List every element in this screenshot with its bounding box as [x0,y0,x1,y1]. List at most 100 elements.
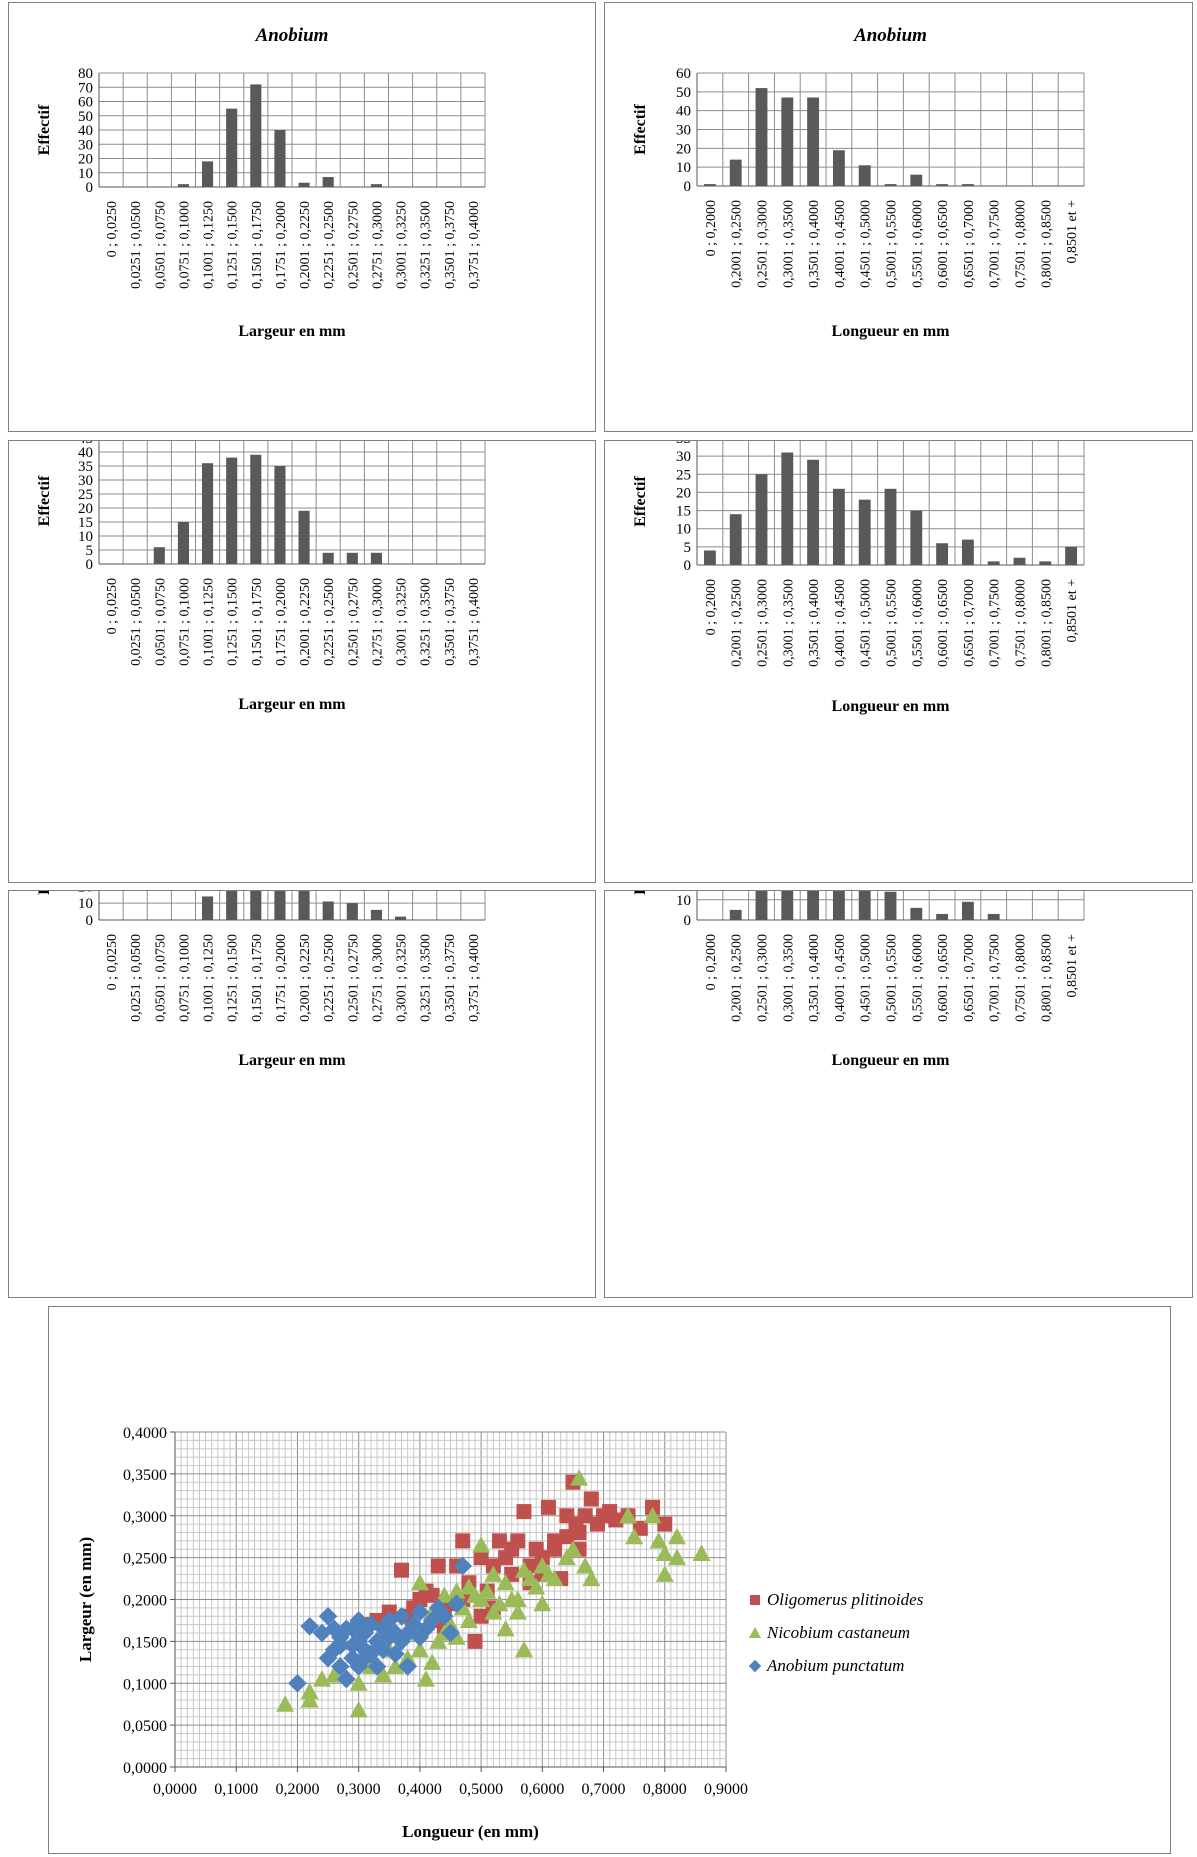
x-tick-label: 0,7501 ; 0,8000 [1014,200,1029,288]
x-tick-label: 0,3501 ; 0,4000 [807,200,822,288]
gridlines [98,437,486,565]
y-tick-label: 0 [86,913,94,929]
x-tick-label: 0,8000 [643,1781,687,1798]
x-tick-label: 0,2001 ; 0,2250 [298,934,313,1022]
x-tick-label: 0,3251 ; 0,3500 [419,934,434,1022]
y-axis-title: Effectif [36,891,53,895]
y-tick-label: 0,2500 [123,1551,167,1568]
data-point [491,1533,507,1549]
y-tick-label: 10 [78,896,93,912]
histogram-bar [781,97,794,186]
data-point [467,1633,483,1649]
histogram-bar [807,459,820,565]
histogram-bar [202,463,214,564]
x-tick-label: 0,7001 ; 0,7500 [988,200,1003,288]
histogram-panel-oligomerus-width: Oligomerus01020304050600 ; 0,02500,0251 … [8,771,596,1298]
x-axis-title: Longueur en mm [832,698,951,715]
data-point [429,1632,448,1649]
x-tick-label: 0,5001 ; 0,5500 [885,200,900,288]
y-tick-label: 35 [676,441,691,447]
histogram-bar [755,474,768,565]
y-tick-label: 0 [684,913,692,929]
data-point [577,1508,593,1524]
x-tick-label: 0,3251 ; 0,3500 [419,578,434,666]
y-tick-label: 0,0000 [123,1760,167,1777]
y-tick-label: 70 [78,80,93,96]
y-tick-label: 20 [676,485,691,501]
histogram-bar [987,561,1000,565]
histogram-bar [729,514,742,565]
x-tick-label: 0,1501 ; 0,1750 [250,578,265,666]
histogram-bar [832,853,845,920]
data-point [510,1533,526,1549]
data-point [392,1606,411,1626]
y-tick-label: 0 [684,558,692,574]
data-point [508,1590,527,1607]
data-point [484,1603,503,1620]
histogram-bar [346,903,358,920]
x-tick-label: 0,7001 ; 0,7500 [988,579,1003,667]
x-tick-label: 0,2001 ; 0,2250 [298,578,313,666]
data-point [459,1577,478,1595]
data-point [472,1590,491,1607]
histogram-bar [961,539,974,565]
x-tick-label: 0,2001 ; 0,2500 [730,200,745,288]
x-axis-title: Longueur (en mm) [402,1822,539,1841]
histogram-bar [807,849,820,920]
y-tick-label: 0,3500 [123,1467,167,1484]
histogram-bar [274,466,286,564]
y-axis-title: Effectif [632,104,649,155]
x-tick-label: 0,5501 ; 0,6000 [910,934,925,1022]
data-point [453,1556,473,1576]
y-tick-label: 20 [78,501,93,517]
x-tick-label: 0,6001 ; 0,6500 [936,579,951,667]
x-tick-label: 0,8501 et + [1065,200,1080,264]
y-tick-label: 0 [86,180,94,196]
histogram-bar [346,552,358,564]
x-tick-label: 0,3501 ; 0,4000 [807,579,822,667]
y-tick-label: 5 [86,543,94,559]
y-axis-title: Effectif [36,475,53,526]
histogram-bar [936,543,949,565]
data-point [422,1611,442,1630]
y-tick-label: 0,0500 [123,1718,167,1735]
x-tick-label: 0,2000 [275,1781,319,1798]
data-point [361,1615,381,1634]
x-tick-label: 0,0251 ; 0,0500 [129,201,144,289]
y-tick-label: 60 [676,66,691,82]
data-point [373,1640,393,1660]
x-tick-label: 0,2751 ; 0,3000 [370,578,385,666]
legend-marker [748,1659,762,1673]
data-point [276,1695,295,1712]
y-tick-label: 5 [684,540,692,556]
x-tick-label: 0,6000 [520,1781,564,1798]
data-point [514,1640,533,1658]
y-tick-label: 0,2000 [123,1593,167,1610]
histogram-bar [703,550,716,565]
histogram-panel-anobium-width: Anobium 0 10 20 30 40 50 60 70 80 0 ; 0,0250 0,0251… [8,2,596,432]
x-tick-label: 0,2501 ; 0,3000 [756,934,771,1022]
histogram-bar [936,913,949,920]
x-tick-label: 0,2001 ; 0,2500 [730,934,745,1022]
data-point [312,1623,332,1643]
x-tick-label: 0,1001 ; 0,1250 [202,934,217,1022]
x-tick-label: 0,5001 ; 0,5500 [885,934,900,1022]
y-tick-label: 40 [78,123,93,139]
histogram-bar [370,552,382,564]
x-tick-label: 0,0751 ; 0,1000 [177,578,192,666]
x-tick-label: 0,0751 ; 0,1000 [177,934,192,1022]
histogram-bar [961,184,974,186]
legend-marker [749,1627,761,1638]
y-tick-label: 30 [676,123,691,139]
data-point [398,1623,417,1643]
histogram-bar [807,97,820,186]
x-tick-label: 0,1001 ; 0,1250 [202,201,217,289]
data-point [417,1670,436,1687]
y-tick-label: 60 [78,95,93,111]
histogram-bar [226,457,238,564]
y-tick-label: 0,1500 [123,1634,167,1651]
y-tick-label: 25 [78,487,93,503]
histogram-nicobium-width: Nicobium0510152025303540450 ; 0,02500,02… [36,393,486,713]
data-point [392,1632,411,1651]
data-point [386,1623,405,1643]
